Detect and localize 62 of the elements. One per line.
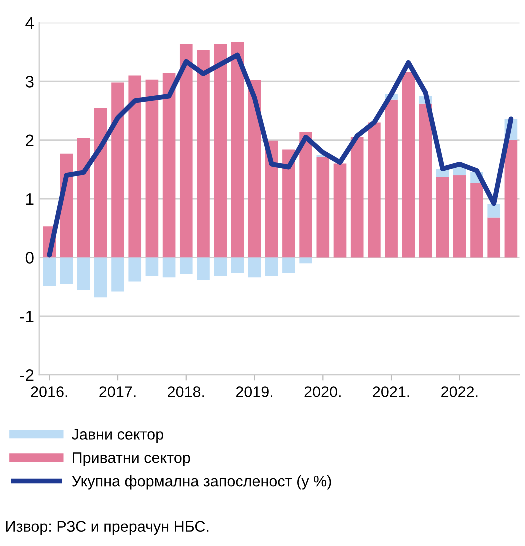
bar [385,100,398,258]
bar [265,258,278,276]
x-tick-label: 2018. [168,386,204,398]
line-series [47,52,514,258]
bar [162,258,176,278]
y-tick-label: 0 [26,252,34,264]
bar [214,44,227,258]
bar [197,50,210,258]
bar [231,42,244,258]
bar [436,177,450,258]
bar [94,108,108,258]
y-tick-label: -1 [20,310,34,322]
bar [300,132,312,258]
bar [112,258,124,292]
y-tick-label: 2 [26,134,34,146]
legend-label: Укупна формална запосленост (у %) [72,476,332,490]
x-tick-label: 2019. [236,386,272,398]
text: Извор: РЗС и прерачун НБС. [6,521,209,536]
y-tick-label: 3 [26,76,34,88]
bar [128,258,142,282]
bar [300,258,312,264]
bar [504,140,518,258]
bar [350,137,364,258]
y-tick-label: 1 [26,194,34,206]
bar [248,258,262,278]
x-tick-label: 2022. [442,386,478,398]
bar [112,82,124,258]
bar [316,157,330,258]
legend-label: Приватни сектор [73,452,190,466]
x-tick-label: 2021. [373,386,410,398]
x-tick-label: 2016. [31,386,68,398]
bar [214,258,227,276]
bar [419,104,432,258]
bar [94,258,108,298]
bar [334,164,347,258]
bar [162,73,176,258]
bar [368,122,381,258]
bar [197,258,210,280]
bar [180,258,193,274]
bar [43,258,56,286]
bar [454,176,466,258]
y-tick-label: -2 [20,370,34,382]
legend-label: Јавни сектор [72,429,164,443]
bar [402,72,416,258]
bar [282,258,296,274]
y-tick-label: 4 [26,18,34,29]
bar [454,167,466,176]
bar [265,140,278,258]
x-tick-label: 2020. [304,386,341,398]
bar [60,258,74,284]
bar [488,204,501,218]
bar [282,150,296,258]
bar [470,183,484,258]
bar [180,44,193,258]
bar [231,258,244,273]
bar [488,218,501,258]
bar [146,258,159,276]
bar [146,80,159,258]
bar [77,138,90,258]
bar [128,76,142,258]
x-tick-label: 2017. [100,386,136,398]
bar [77,258,90,290]
